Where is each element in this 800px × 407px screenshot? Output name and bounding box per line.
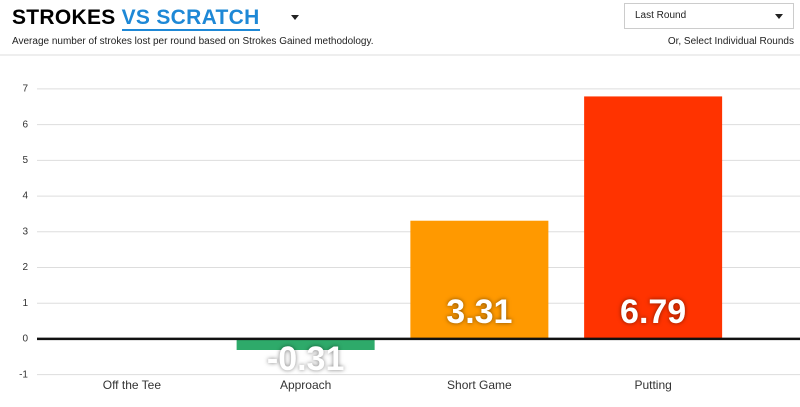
value-label: 3.31 bbox=[446, 293, 512, 331]
y-tick-label: 2 bbox=[22, 262, 28, 273]
x-tick-label: Short Game bbox=[447, 378, 512, 392]
bar bbox=[236, 338, 375, 350]
title-text: STROKES bbox=[12, 6, 116, 29]
x-tick-label: Putting bbox=[634, 378, 671, 392]
y-tick-label: -1 bbox=[19, 369, 28, 380]
subtitle: Average number of strokes lost per round… bbox=[12, 36, 374, 47]
value-label: 6.79 bbox=[620, 293, 686, 331]
title: STROKES VS SCRATCH bbox=[12, 6, 260, 31]
title-caret[interactable] bbox=[291, 15, 299, 20]
x-tick-label: Approach bbox=[280, 378, 331, 392]
y-tick-label: 4 bbox=[22, 191, 28, 202]
title-selector[interactable]: VS SCRATCH bbox=[121, 6, 260, 31]
bar bbox=[584, 96, 723, 339]
y-tick-label: 6 bbox=[22, 119, 28, 130]
y-tick-label: 3 bbox=[22, 226, 28, 237]
bar bbox=[410, 220, 549, 339]
x-tick-label: Off the Tee bbox=[103, 378, 162, 392]
y-tick-label: 1 bbox=[22, 298, 28, 309]
y-tick-label: 0 bbox=[22, 334, 28, 345]
round-hint[interactable]: Or, Select Individual Rounds bbox=[667, 36, 794, 47]
round-dropdown[interactable]: Last Round bbox=[624, 3, 794, 29]
y-tick-label: 5 bbox=[22, 155, 28, 166]
value-label: -0.31 bbox=[267, 340, 345, 378]
y-tick-label: 7 bbox=[22, 84, 28, 95]
